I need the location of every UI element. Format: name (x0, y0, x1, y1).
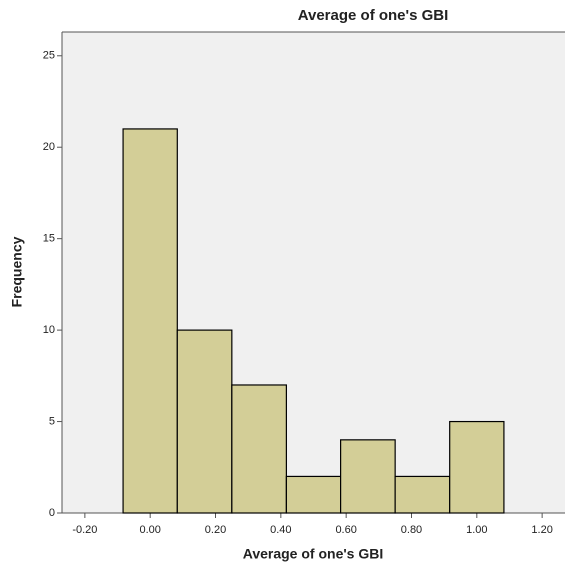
x-tick-label: 0.20 (205, 524, 226, 536)
x-tick-label: 1.20 (531, 524, 552, 536)
x-tick-label: 0.40 (270, 524, 291, 536)
y-tick-label: 20 (43, 141, 55, 153)
x-tick-label: 1.00 (466, 524, 487, 536)
bar (176, 329, 233, 514)
y-tick-label: 25 (43, 50, 55, 62)
bar (231, 384, 287, 514)
x-axis-title: Average of one's GBI (243, 546, 384, 562)
bar (285, 475, 342, 514)
y-tick-label: 15 (43, 233, 55, 245)
x-tick-label: 0.00 (139, 524, 160, 536)
x-tick-label: -0.20 (72, 524, 97, 536)
y-axis-title: Frequency (9, 236, 25, 307)
y-tick-label: 0 (49, 507, 55, 519)
bar (122, 128, 178, 514)
y-tick-label: 10 (43, 324, 55, 336)
bar (449, 420, 505, 514)
chart-title: Average of one's GBI (298, 7, 449, 24)
x-tick-label: 0.60 (335, 524, 356, 536)
bar (394, 475, 451, 514)
bar (340, 439, 396, 514)
y-tick-label: 5 (49, 415, 55, 427)
x-tick-label: 0.80 (401, 524, 422, 536)
